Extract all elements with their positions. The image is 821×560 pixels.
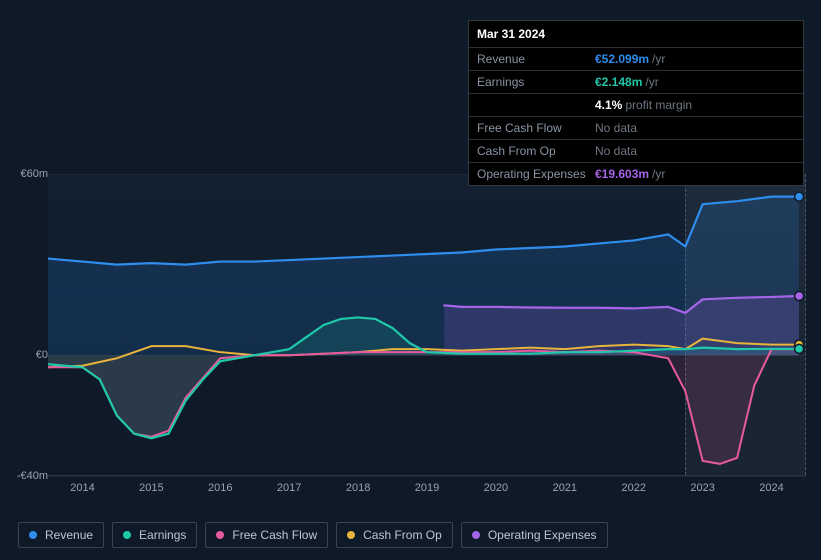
x-axis-label: 2023	[690, 482, 714, 494]
x-axis-label: 2021	[553, 482, 577, 494]
tooltip-row: Cash From OpNo data	[469, 140, 803, 163]
tooltip-label: Free Cash Flow	[477, 121, 595, 135]
x-axis-label: 2018	[346, 482, 370, 494]
gridline	[48, 476, 806, 477]
tooltip-date: Mar 31 2024	[469, 21, 803, 48]
x-axis-label: 2017	[277, 482, 301, 494]
x-axis-label: 2024	[759, 482, 783, 494]
legend-label: Revenue	[45, 528, 93, 542]
tooltip-row: Free Cash FlowNo data	[469, 117, 803, 140]
financial-chart: €60m €0 -€40m 2014 2015 2016 2017 2018 2019 2020…	[18, 158, 808, 493]
legend-dot-icon	[29, 531, 37, 539]
chart-legend: Revenue Earnings Free Cash Flow Cash From O…	[18, 522, 608, 548]
legend-label: Earnings	[139, 528, 186, 542]
tooltip-row: Revenue€52.099m/yr	[469, 48, 803, 71]
y-axis-label: -€40m	[17, 470, 48, 482]
y-axis-label: €0	[36, 349, 48, 361]
legend-dot-icon	[472, 531, 480, 539]
tooltip-label: Earnings	[477, 75, 595, 89]
legend-item-free_cash_flow[interactable]: Free Cash Flow	[205, 522, 328, 548]
x-axis-label: 2016	[208, 482, 232, 494]
tooltip-value: €52.099m/yr	[595, 52, 665, 66]
plot-area[interactable]	[48, 174, 806, 476]
tooltip-label: Operating Expenses	[477, 167, 595, 181]
tooltip-value: No data	[595, 144, 637, 158]
x-axis-label: 2019	[415, 482, 439, 494]
legend-label: Cash From Op	[363, 528, 442, 542]
legend-item-operating_expenses[interactable]: Operating Expenses	[461, 522, 608, 548]
legend-item-cash_from_op[interactable]: Cash From Op	[336, 522, 453, 548]
legend-dot-icon	[216, 531, 224, 539]
x-axis-label: 2020	[484, 482, 508, 494]
end-marker-earnings	[795, 344, 804, 353]
tooltip-row: Earnings€2.148m/yr	[469, 71, 803, 94]
tooltip-value: No data	[595, 121, 637, 135]
tooltip-row: 4.1%profit margin	[469, 94, 803, 117]
legend-label: Free Cash Flow	[232, 528, 317, 542]
tooltip-label	[477, 98, 595, 112]
tooltip-value: €19.603m/yr	[595, 167, 665, 181]
end-marker-revenue	[795, 192, 804, 201]
y-axis-label: €60m	[20, 168, 48, 180]
tooltip-value: 4.1%profit margin	[595, 98, 692, 112]
tooltip-label: Revenue	[477, 52, 595, 66]
tooltip-value: €2.148m/yr	[595, 75, 659, 89]
end-marker-operating_expenses	[795, 292, 804, 301]
chart-tooltip: Mar 31 2024 Revenue€52.099m/yrEarnings€2…	[468, 20, 804, 186]
legend-label: Operating Expenses	[488, 528, 597, 542]
x-axis-label: 2015	[139, 482, 163, 494]
legend-item-revenue[interactable]: Revenue	[18, 522, 104, 548]
legend-dot-icon	[123, 531, 131, 539]
legend-item-earnings[interactable]: Earnings	[112, 522, 197, 548]
x-axis-label: 2014	[70, 482, 94, 494]
legend-dot-icon	[347, 531, 355, 539]
x-axis-label: 2022	[621, 482, 645, 494]
tooltip-label: Cash From Op	[477, 144, 595, 158]
chart-lines	[48, 174, 806, 476]
tooltip-row: Operating Expenses€19.603m/yr	[469, 163, 803, 185]
